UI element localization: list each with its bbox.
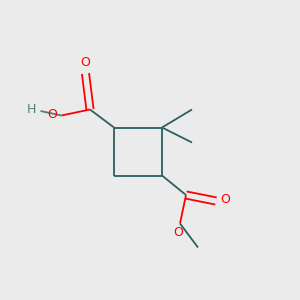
Text: O: O bbox=[220, 193, 230, 206]
Text: O: O bbox=[47, 107, 57, 121]
Text: H: H bbox=[27, 103, 36, 116]
Text: O: O bbox=[174, 226, 183, 239]
Text: O: O bbox=[81, 56, 90, 69]
